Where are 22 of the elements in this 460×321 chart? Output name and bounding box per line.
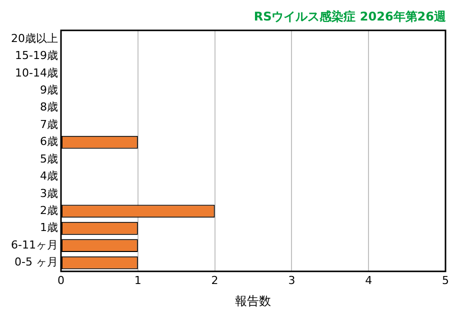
y-tick-label: 15-19歳 [15,49,58,62]
x-tick-label: 5 [442,274,449,287]
x-axis-title: 報告数 [235,294,272,308]
x-tick-label: 4 [365,274,372,287]
y-tick-label: 9歳 [40,84,58,97]
y-tick-label: 0-5 ヶ月 [14,256,58,269]
x-tick-label: 2 [211,274,218,287]
y-tick-label: 3歳 [40,186,58,200]
x-tick-label: 3 [288,274,296,287]
y-tick-label: 7歳 [40,118,58,131]
chart-title: RSウイルス感染症 2026年第26週 [254,9,447,24]
y-tick-label: 1歳 [40,221,58,234]
y-tick-label: 6-11ヶ月 [11,238,58,252]
x-tick-label: 1 [134,274,142,287]
y-tick-label: 8歳 [40,100,58,114]
y-tick-label: 6歳 [40,135,58,148]
y-tick-label: 4歳 [40,170,58,183]
y-tick-label: 2歳 [40,204,58,218]
x-tick-label: 0 [57,274,64,287]
y-tick-label: 5歳 [40,152,58,166]
y-tick-label: 20歳以上 [10,32,58,45]
y-tick-label: 10-14歳 [15,66,58,80]
